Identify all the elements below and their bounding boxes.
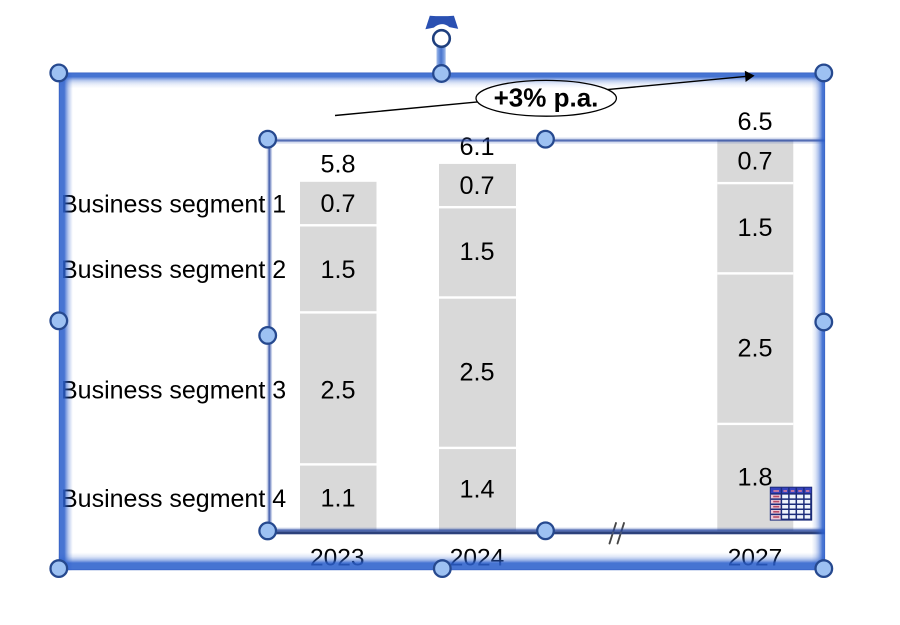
svg-text:Business segment 1: Business segment 1 (61, 190, 286, 218)
svg-text:1.5: 1.5 (459, 238, 494, 266)
svg-text:0.7: 0.7 (320, 190, 355, 218)
svg-text:2.5: 2.5 (737, 334, 772, 362)
svg-text:1.5: 1.5 (737, 214, 772, 242)
svg-text:1.8: 1.8 (737, 464, 772, 492)
svg-text:1.4: 1.4 (459, 476, 494, 504)
svg-text:6.1: 6.1 (459, 133, 494, 161)
svg-text:1.5: 1.5 (320, 256, 355, 284)
svg-text:6.5: 6.5 (737, 108, 772, 136)
svg-text:Business segment 2: Business segment 2 (61, 256, 286, 284)
svg-text:0.7: 0.7 (459, 172, 494, 200)
svg-text:1.1: 1.1 (320, 485, 355, 513)
svg-text:Business segment 3: Business segment 3 (61, 377, 286, 405)
svg-text:2.5: 2.5 (459, 358, 494, 386)
svg-text:Business segment 4: Business segment 4 (61, 485, 286, 513)
svg-text:+3% p.a.: +3% p.a. (494, 83, 599, 113)
svg-text:5.8: 5.8 (320, 151, 355, 179)
svg-text:2.5: 2.5 (320, 376, 355, 404)
svg-text:0.7: 0.7 (737, 148, 772, 176)
